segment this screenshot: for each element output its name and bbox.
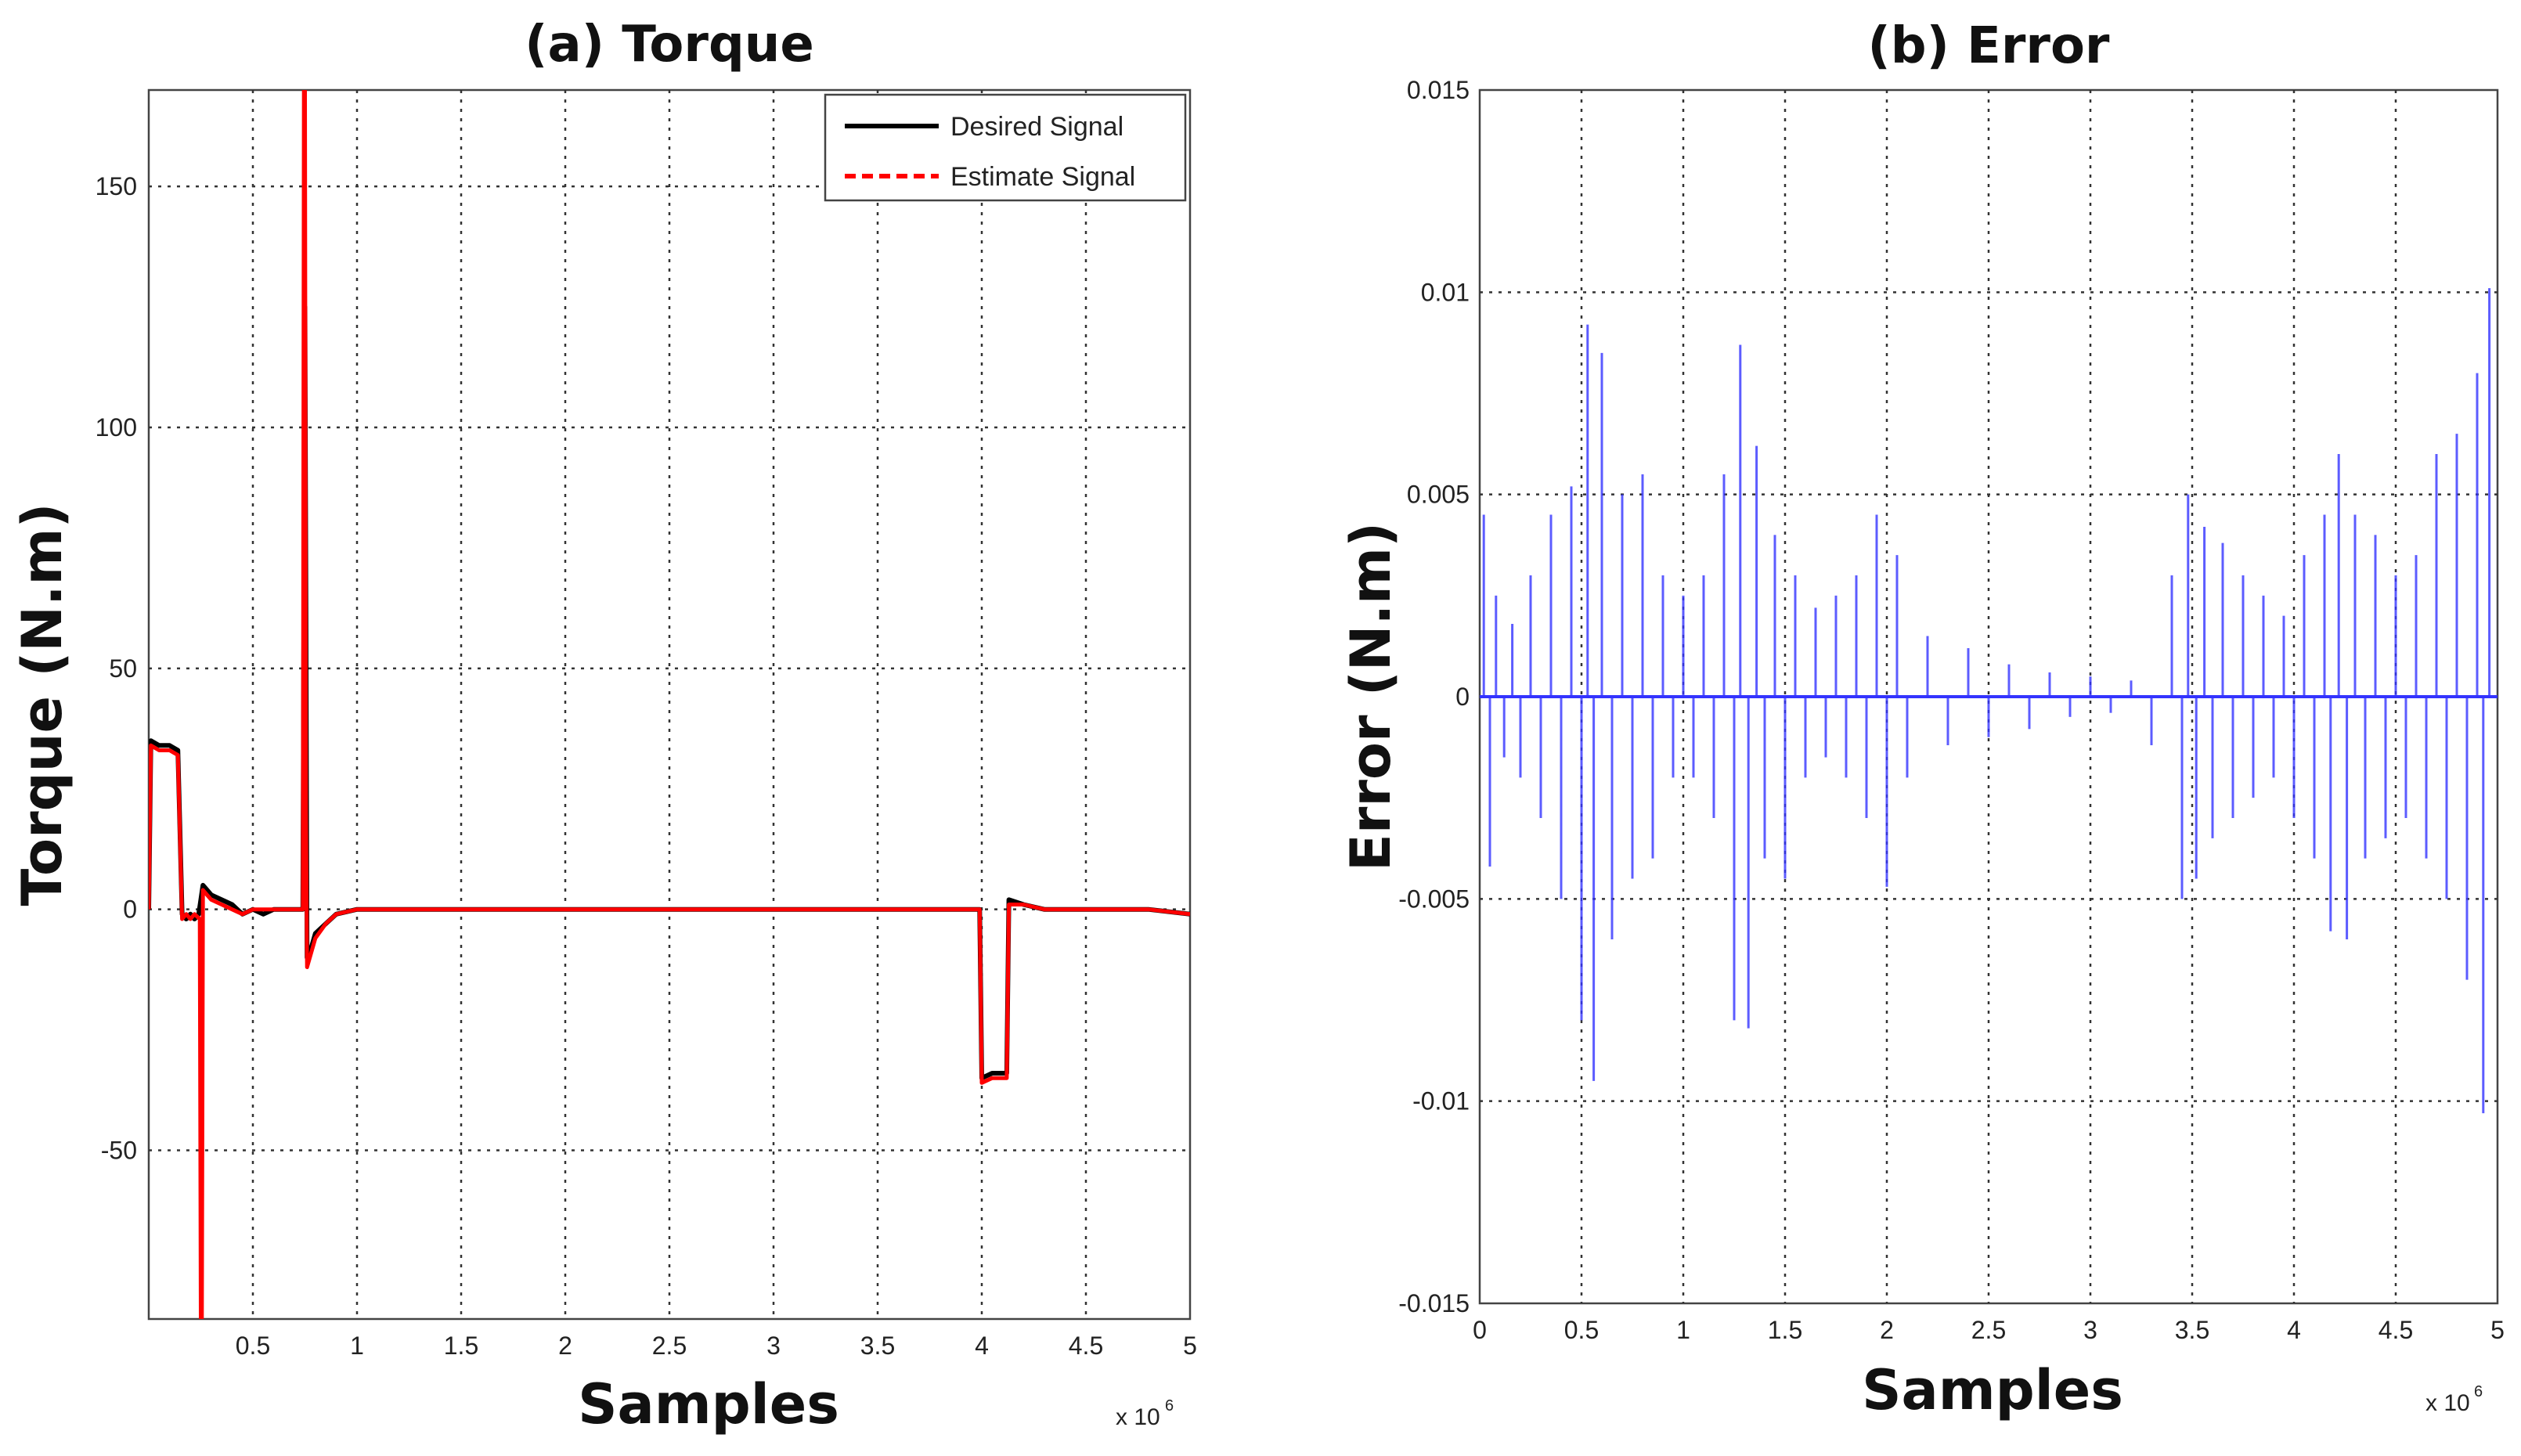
error-x-tick-label: 0.5 [1564,1316,1599,1344]
torque-y-tick-label: 150 [96,172,137,200]
torque-x-tick-label: 5 [1183,1332,1197,1360]
torque-x-tick-label: 0.5 [236,1332,270,1360]
torque-x-tick-label: 1.5 [444,1332,478,1360]
error-chart: (b) Error Samples Error (N.m) x 10 6 0 0.… [1339,17,2505,1422]
error-y-tick-label: 0.01 [1421,278,1470,306]
error-y-tick-label: -0.005 [1398,885,1470,913]
torque-chart: (a) Torque Samples Torque (N.m) x 10 6 0… [10,16,1197,1436]
error-x-multiplier-exp: 6 [2474,1383,2483,1400]
torque-grid [149,90,1190,1319]
error-x-tick-label: 4.5 [2379,1316,2413,1344]
torque-x-tick-label: 3 [766,1332,781,1360]
torque-x-tick-label: 2.5 [652,1332,687,1360]
error-x-tick-label: 0 [1473,1316,1487,1344]
torque-y-tick-label: -50 [101,1137,137,1165]
error-y-tick-label: 0.005 [1407,481,1470,509]
error-x-tick-label: 2 [1880,1316,1894,1344]
torque-x-tick-label: 4.5 [1069,1332,1103,1360]
torque-x-axis-label: Samples [578,1372,839,1436]
torque-data-layer [149,90,1190,1319]
torque-legend-label: Estimate Signal [950,162,1135,192]
error-x-tick-label: 4 [2287,1316,2301,1344]
torque-chart-title: (a) Torque [525,16,813,74]
torque-x-tick-label: 1 [350,1332,364,1360]
torque-x-tick-label: 4 [975,1332,989,1360]
error-x-multiplier: x 10 6 [2425,1383,2483,1416]
torque-y-tick-label: 100 [96,413,137,441]
torque-x-multiplier-base: x 10 [1116,1404,1160,1430]
error-y-axis-label: Error (N.m) [1339,522,1403,871]
error-x-tick-label: 3 [2083,1316,2097,1344]
torque-legend-label: Desired Signal [950,112,1123,142]
torque-y-axis-label: Torque (N.m) [10,503,74,906]
torque-x-tick-label: 3.5 [860,1332,895,1360]
torque-x-tick-label: 2 [558,1332,572,1360]
error-y-tick-label: 0 [1455,683,1470,711]
torque-y-tick-label: 50 [109,654,137,683]
error-x-tick-label: 2.5 [1971,1316,2006,1344]
error-x-tick-label: 1.5 [1768,1316,1802,1344]
error-chart-title: (b) Error [1868,17,2110,75]
torque-x-multiplier-exp: 6 [1165,1397,1174,1415]
torque-legend-box [824,93,1187,202]
torque-series-estimate-signal-line [149,90,1190,1319]
error-y-tick-label: -0.01 [1412,1087,1470,1115]
error-y-tick-label: 0.015 [1407,76,1470,104]
error-x-multiplier-base: x 10 [2425,1390,2470,1416]
error-x-tick-label: 3.5 [2175,1316,2209,1344]
error-x-axis-label: Samples [1862,1358,2123,1422]
torque-x-multiplier: x 10 6 [1116,1397,1174,1430]
error-x-tick-label: 1 [1676,1316,1690,1344]
torque-legend: Desired Signal Estimate Signal [824,93,1187,202]
error-data-layer [1480,288,2498,1114]
torque-y-tick-label: 0 [123,896,137,924]
error-x-tick-label: 5 [2490,1316,2505,1344]
error-y-tick-label: -0.015 [1398,1289,1470,1317]
